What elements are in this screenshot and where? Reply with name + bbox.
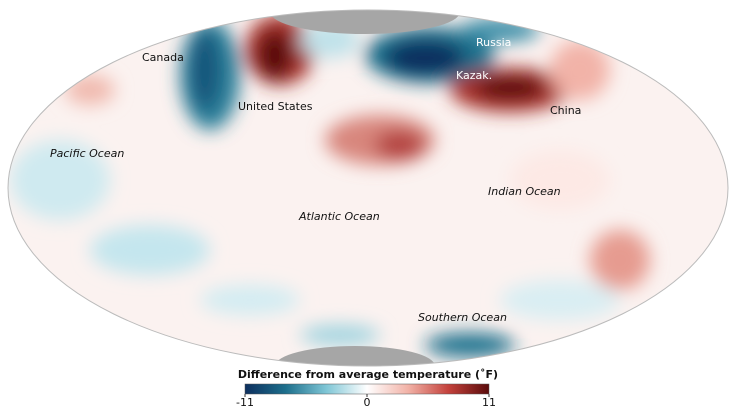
- tick-label: 0: [364, 396, 371, 409]
- legend-title: Difference from average temperature (˚F): [238, 368, 498, 381]
- region-label: Kazak.: [456, 69, 492, 82]
- ocean-label: Pacific Ocean: [50, 147, 124, 160]
- map-labels: Canada Russia Kazak. United States China…: [50, 36, 581, 324]
- ocean-label: Atlantic Ocean: [298, 210, 380, 223]
- tick-label: 11: [482, 396, 496, 409]
- globe-outline: [7, 9, 729, 367]
- region-label: United States: [238, 100, 313, 113]
- tick-label: -11: [236, 396, 254, 409]
- colorbar: [244, 383, 490, 395]
- region-label: Russia: [476, 36, 511, 49]
- region-label: Canada: [142, 51, 184, 64]
- ocean-label: Indian Ocean: [488, 185, 561, 198]
- ocean-label: Southern Ocean: [418, 311, 507, 324]
- region-label: China: [550, 104, 581, 117]
- colorbar-ticks: -11 0 11: [236, 394, 496, 409]
